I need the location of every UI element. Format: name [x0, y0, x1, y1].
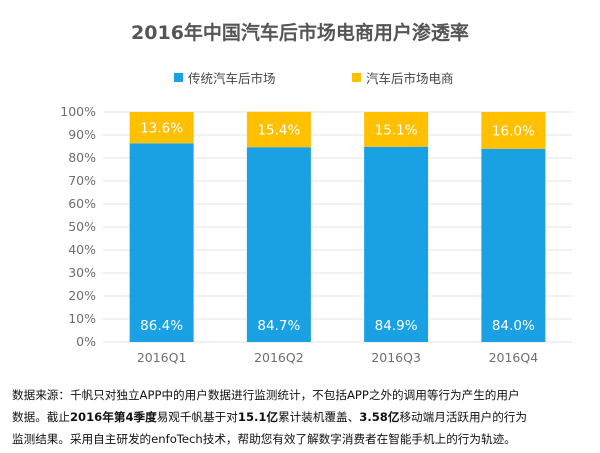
data-label-traditional: 84.0% [492, 318, 535, 334]
legend-label-ecommerce: 汽车后市场电商 [366, 71, 454, 86]
y-tick-label: 40% [68, 242, 96, 257]
data-source-note: 数据来源：千帆只对独立APP中的用户数据进行监测统计，不包括APP之外的调用等行… [12, 384, 592, 450]
bar-ecommerce [481, 112, 546, 149]
x-tick-label: 2016Q3 [371, 350, 421, 365]
legend: 传统汽车后市场 汽车后市场电商 [0, 68, 600, 86]
y-tick-label: 80% [68, 150, 96, 165]
y-tick-label: 70% [68, 173, 96, 188]
source-line-2: 数据。截止2016年第4季度易观千帆基于对15.1亿累计装机覆盖、3.58亿移动… [12, 410, 527, 424]
y-tick-label: 100% [60, 104, 96, 119]
data-label-ecommerce: 15.4% [257, 122, 300, 138]
y-tick-label: 30% [68, 265, 96, 280]
stacked-bar-chart: 0% 10% 20% 30% 40% 50% 60% 70% 80% 90% 100% 86.4% 13… [60, 104, 572, 365]
legend-label-traditional: 传统汽车后市场 [188, 71, 276, 86]
y-tick-label: 10% [68, 311, 96, 326]
bar-traditional [246, 147, 311, 342]
data-label-traditional: 84.9% [375, 318, 418, 334]
bar-traditional [364, 146, 429, 342]
data-label-traditional: 84.7% [257, 318, 300, 334]
data-label-traditional: 86.4% [140, 318, 183, 334]
bar-traditional [129, 143, 194, 342]
legend-swatch-traditional [174, 73, 183, 82]
bar-traditional [481, 148, 546, 342]
bar-ecommerce [246, 111, 311, 148]
y-tick-label: 90% [68, 127, 96, 142]
source-line-3: 监测结果。采用自主研发的enfoTech技术，帮助您有效了解数字消费者在智能手机… [12, 432, 516, 446]
legend-item-ecommerce: 汽车后市场电商 [352, 68, 454, 87]
data-label-ecommerce: 15.1% [375, 122, 418, 138]
y-tick-label: 60% [68, 196, 96, 211]
x-tick-label: 2016Q4 [489, 350, 539, 365]
bar-ecommerce [364, 112, 429, 147]
x-tick-label: 2016Q2 [254, 350, 304, 365]
data-label-ecommerce: 13.6% [140, 121, 183, 137]
y-tick-label: 50% [68, 219, 96, 234]
legend-item-traditional: 传统汽车后市场 [174, 68, 276, 87]
y-tick-label: 0% [76, 334, 96, 349]
y-tick-label: 20% [68, 288, 96, 303]
bar-ecommerce [129, 112, 194, 144]
legend-swatch-ecommerce [352, 73, 361, 82]
source-line-1: 数据来源：千帆只对独立APP中的用户数据进行监测统计，不包括APP之外的调用等行… [12, 388, 520, 402]
x-tick-label: 2016Q1 [137, 350, 187, 365]
chart-title: 2016年中国汽车后市场电商用户渗透率 [131, 22, 469, 44]
data-label-ecommerce: 16.0% [492, 123, 535, 139]
